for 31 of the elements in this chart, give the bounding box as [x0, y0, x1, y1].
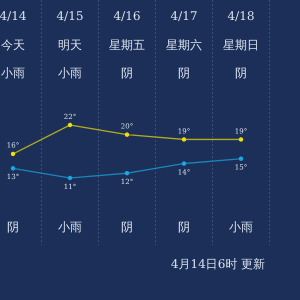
text: 阴	[235, 66, 247, 80]
point	[238, 137, 244, 142]
point	[68, 122, 72, 128]
point	[182, 161, 186, 166]
text: 阴	[7, 220, 19, 234]
text: 小雨	[58, 66, 82, 80]
text: 阴	[121, 220, 133, 234]
text: 星期日	[223, 38, 259, 52]
text: 阴	[178, 66, 190, 80]
text: 小雨	[1, 66, 25, 80]
x-tick-label: 4/14	[0, 9, 27, 24]
x-tick-label: 4/15	[56, 9, 84, 24]
x-tick-label: 4/17	[170, 9, 198, 24]
text: 星期六	[166, 38, 202, 52]
x-tick-label: 4/16	[114, 9, 140, 24]
text: 明天	[58, 38, 82, 52]
point	[10, 166, 16, 171]
point	[124, 132, 130, 137]
text: 4月14日6时 更新	[170, 257, 266, 272]
text: 今天	[1, 38, 25, 52]
text: 星期五	[109, 38, 145, 52]
text: 阴	[178, 220, 190, 234]
x-tick-label: 4/18	[228, 9, 254, 24]
text: 阴	[121, 66, 133, 80]
point	[10, 152, 16, 156]
point	[182, 137, 186, 142]
text: 小雨	[229, 220, 253, 234]
text: 小雨	[58, 220, 82, 234]
point	[68, 176, 72, 180]
point	[124, 170, 130, 176]
point	[238, 156, 244, 161]
